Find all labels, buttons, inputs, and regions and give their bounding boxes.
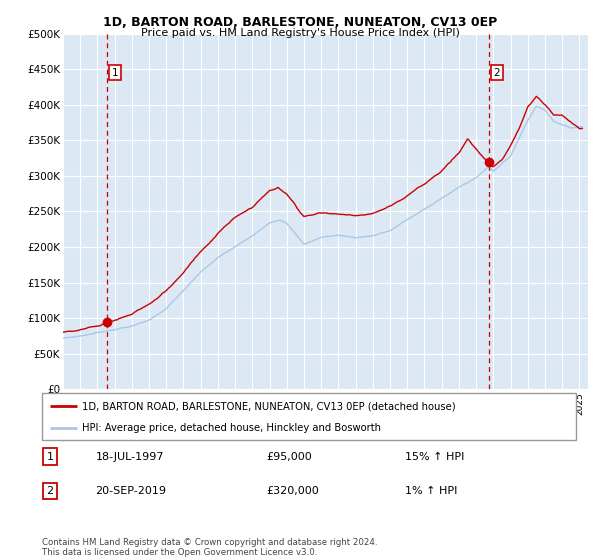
Text: 1D, BARTON ROAD, BARLESTONE, NUNEATON, CV13 0EP: 1D, BARTON ROAD, BARLESTONE, NUNEATON, C… [103, 16, 497, 29]
Text: 15% ↑ HPI: 15% ↑ HPI [405, 451, 464, 461]
Text: 1: 1 [47, 451, 53, 461]
Text: HPI: Average price, detached house, Hinckley and Bosworth: HPI: Average price, detached house, Hinc… [82, 423, 381, 433]
Text: Contains HM Land Registry data © Crown copyright and database right 2024.
This d: Contains HM Land Registry data © Crown c… [42, 538, 377, 557]
Text: 1D, BARTON ROAD, BARLESTONE, NUNEATON, CV13 0EP (detached house): 1D, BARTON ROAD, BARLESTONE, NUNEATON, C… [82, 401, 455, 411]
Text: £95,000: £95,000 [266, 451, 312, 461]
Text: 2: 2 [494, 68, 500, 78]
Text: 2: 2 [46, 486, 53, 496]
Text: 1: 1 [112, 68, 119, 78]
Text: £320,000: £320,000 [266, 486, 319, 496]
Text: 20-SEP-2019: 20-SEP-2019 [95, 486, 166, 496]
Text: Price paid vs. HM Land Registry's House Price Index (HPI): Price paid vs. HM Land Registry's House … [140, 28, 460, 38]
Text: 1% ↑ HPI: 1% ↑ HPI [405, 486, 457, 496]
Text: 18-JUL-1997: 18-JUL-1997 [95, 451, 164, 461]
